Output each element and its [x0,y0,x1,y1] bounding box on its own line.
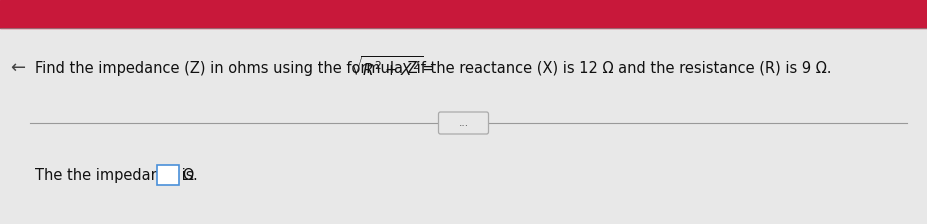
Text: ...: ... [459,118,468,128]
Text: $\sqrt{R^2+X^2}$: $\sqrt{R^2+X^2}$ [349,55,423,79]
Text: ←: ← [10,59,26,77]
Bar [0,0,927,28]
Text: if the reactance (X) is 12 Ω and the resistance (R) is 9 Ω.: if the reactance (X) is 12 Ω and the res… [412,60,832,75]
Text: Find the impedance (Z) in ohms using the formula Z =: Find the impedance (Z) in ohms using the… [35,60,439,75]
Text: Ω.: Ω. [183,168,198,183]
FancyBboxPatch shape [438,112,489,134]
FancyBboxPatch shape [157,165,179,185]
Text: The the impedance is: The the impedance is [35,168,198,183]
